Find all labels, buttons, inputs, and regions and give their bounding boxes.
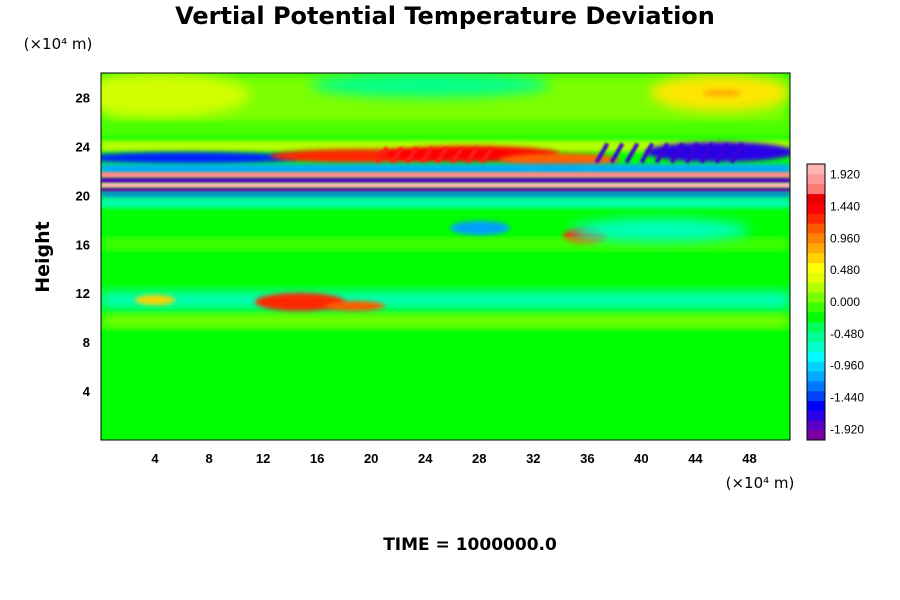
x-tick-label: 32 xyxy=(526,451,540,466)
y-axis-title: Height xyxy=(32,221,54,293)
colorbar-segment xyxy=(807,311,825,323)
heatmap-field xyxy=(101,73,790,440)
x-tick-label: 8 xyxy=(205,451,212,466)
colorbar-segment xyxy=(807,193,825,204)
colorbar-segment xyxy=(807,351,825,362)
colorbar-label: 0.960 xyxy=(830,231,860,245)
colorbar-labels: 1.920 1.440 0.960 0.480 0.000 -0.480 -0.960 -1.… xyxy=(830,168,864,437)
colorbar-segment xyxy=(807,252,825,264)
colorbar-segment xyxy=(807,213,825,224)
colorbar-label: -1.440 xyxy=(830,391,864,405)
colorbar-segment xyxy=(807,420,825,431)
x-tick-label: 28 xyxy=(472,451,486,466)
colorbar-label: -0.480 xyxy=(830,327,864,341)
colorbar-segment xyxy=(807,390,825,402)
colorbar-label: 0.000 xyxy=(830,295,860,309)
y-tick-label: 24 xyxy=(76,139,91,154)
colorbar-segment xyxy=(807,292,825,303)
y-tick-label: 16 xyxy=(76,237,90,252)
x-tick-label: 40 xyxy=(634,451,648,466)
colorbar-segment xyxy=(807,262,825,273)
colorbar-segment xyxy=(807,183,825,195)
colorbar xyxy=(806,163,826,441)
colorbar-segment xyxy=(807,173,825,185)
x-tick-label: 24 xyxy=(418,451,433,466)
y-tick-label: 20 xyxy=(76,188,90,203)
x-tick-label: 20 xyxy=(364,451,378,466)
x-tick-label: 36 xyxy=(580,451,594,466)
colorbar-segment xyxy=(807,272,825,283)
colorbar-label: -1.920 xyxy=(830,422,864,436)
x-tick-label: 48 xyxy=(742,451,756,466)
y-tick-labels: 4 8 12 16 20 24 28 xyxy=(76,90,91,399)
colorbar-segment xyxy=(807,410,825,421)
x-tick-label: 4 xyxy=(151,451,159,466)
time-annotation: TIME = 1000000.0 xyxy=(383,535,557,555)
colorbar-segment xyxy=(807,164,825,175)
colorbar-segment xyxy=(807,242,825,254)
y-axis-unit: (×10⁴ m) xyxy=(24,35,93,53)
colorbar-segment xyxy=(807,203,825,214)
colorbar-segment xyxy=(807,341,825,352)
y-tick-label: 28 xyxy=(76,90,90,105)
y-tick-label: 12 xyxy=(76,286,90,301)
chart-title: Vertial Potential Temperature Deviation xyxy=(175,2,715,30)
colorbar-segment xyxy=(807,400,825,411)
colorbar-label: 1.920 xyxy=(830,168,860,182)
colorbar-segment xyxy=(807,371,825,382)
colorbar-label: 1.440 xyxy=(830,199,860,213)
x-axis-unit: (×10⁴ m) xyxy=(726,474,795,492)
x-tick-labels: 4 8 12 16 20 24 28 32 36 40 44 48 xyxy=(151,451,756,466)
colorbar-segment xyxy=(807,282,825,293)
colorbar-segment xyxy=(807,361,825,372)
colorbar-segment xyxy=(807,380,825,392)
colorbar-label: -0.960 xyxy=(830,359,864,373)
y-tick-label: 8 xyxy=(83,335,90,350)
x-tick-label: 12 xyxy=(256,451,270,466)
x-tick-label: 44 xyxy=(688,451,703,466)
colorbar-segment xyxy=(807,430,825,441)
colorbar-frame xyxy=(806,163,826,441)
plot-frame xyxy=(100,72,791,441)
colorbar-segment xyxy=(807,223,825,234)
colorbar-segment xyxy=(807,233,825,244)
y-tick-label: 4 xyxy=(83,384,91,399)
colorbar-segment xyxy=(807,331,825,342)
colorbar-segment xyxy=(807,302,825,313)
colorbar-label: 0.480 xyxy=(830,263,860,277)
x-tick-label: 16 xyxy=(310,451,324,466)
colorbar-segment xyxy=(807,321,825,333)
